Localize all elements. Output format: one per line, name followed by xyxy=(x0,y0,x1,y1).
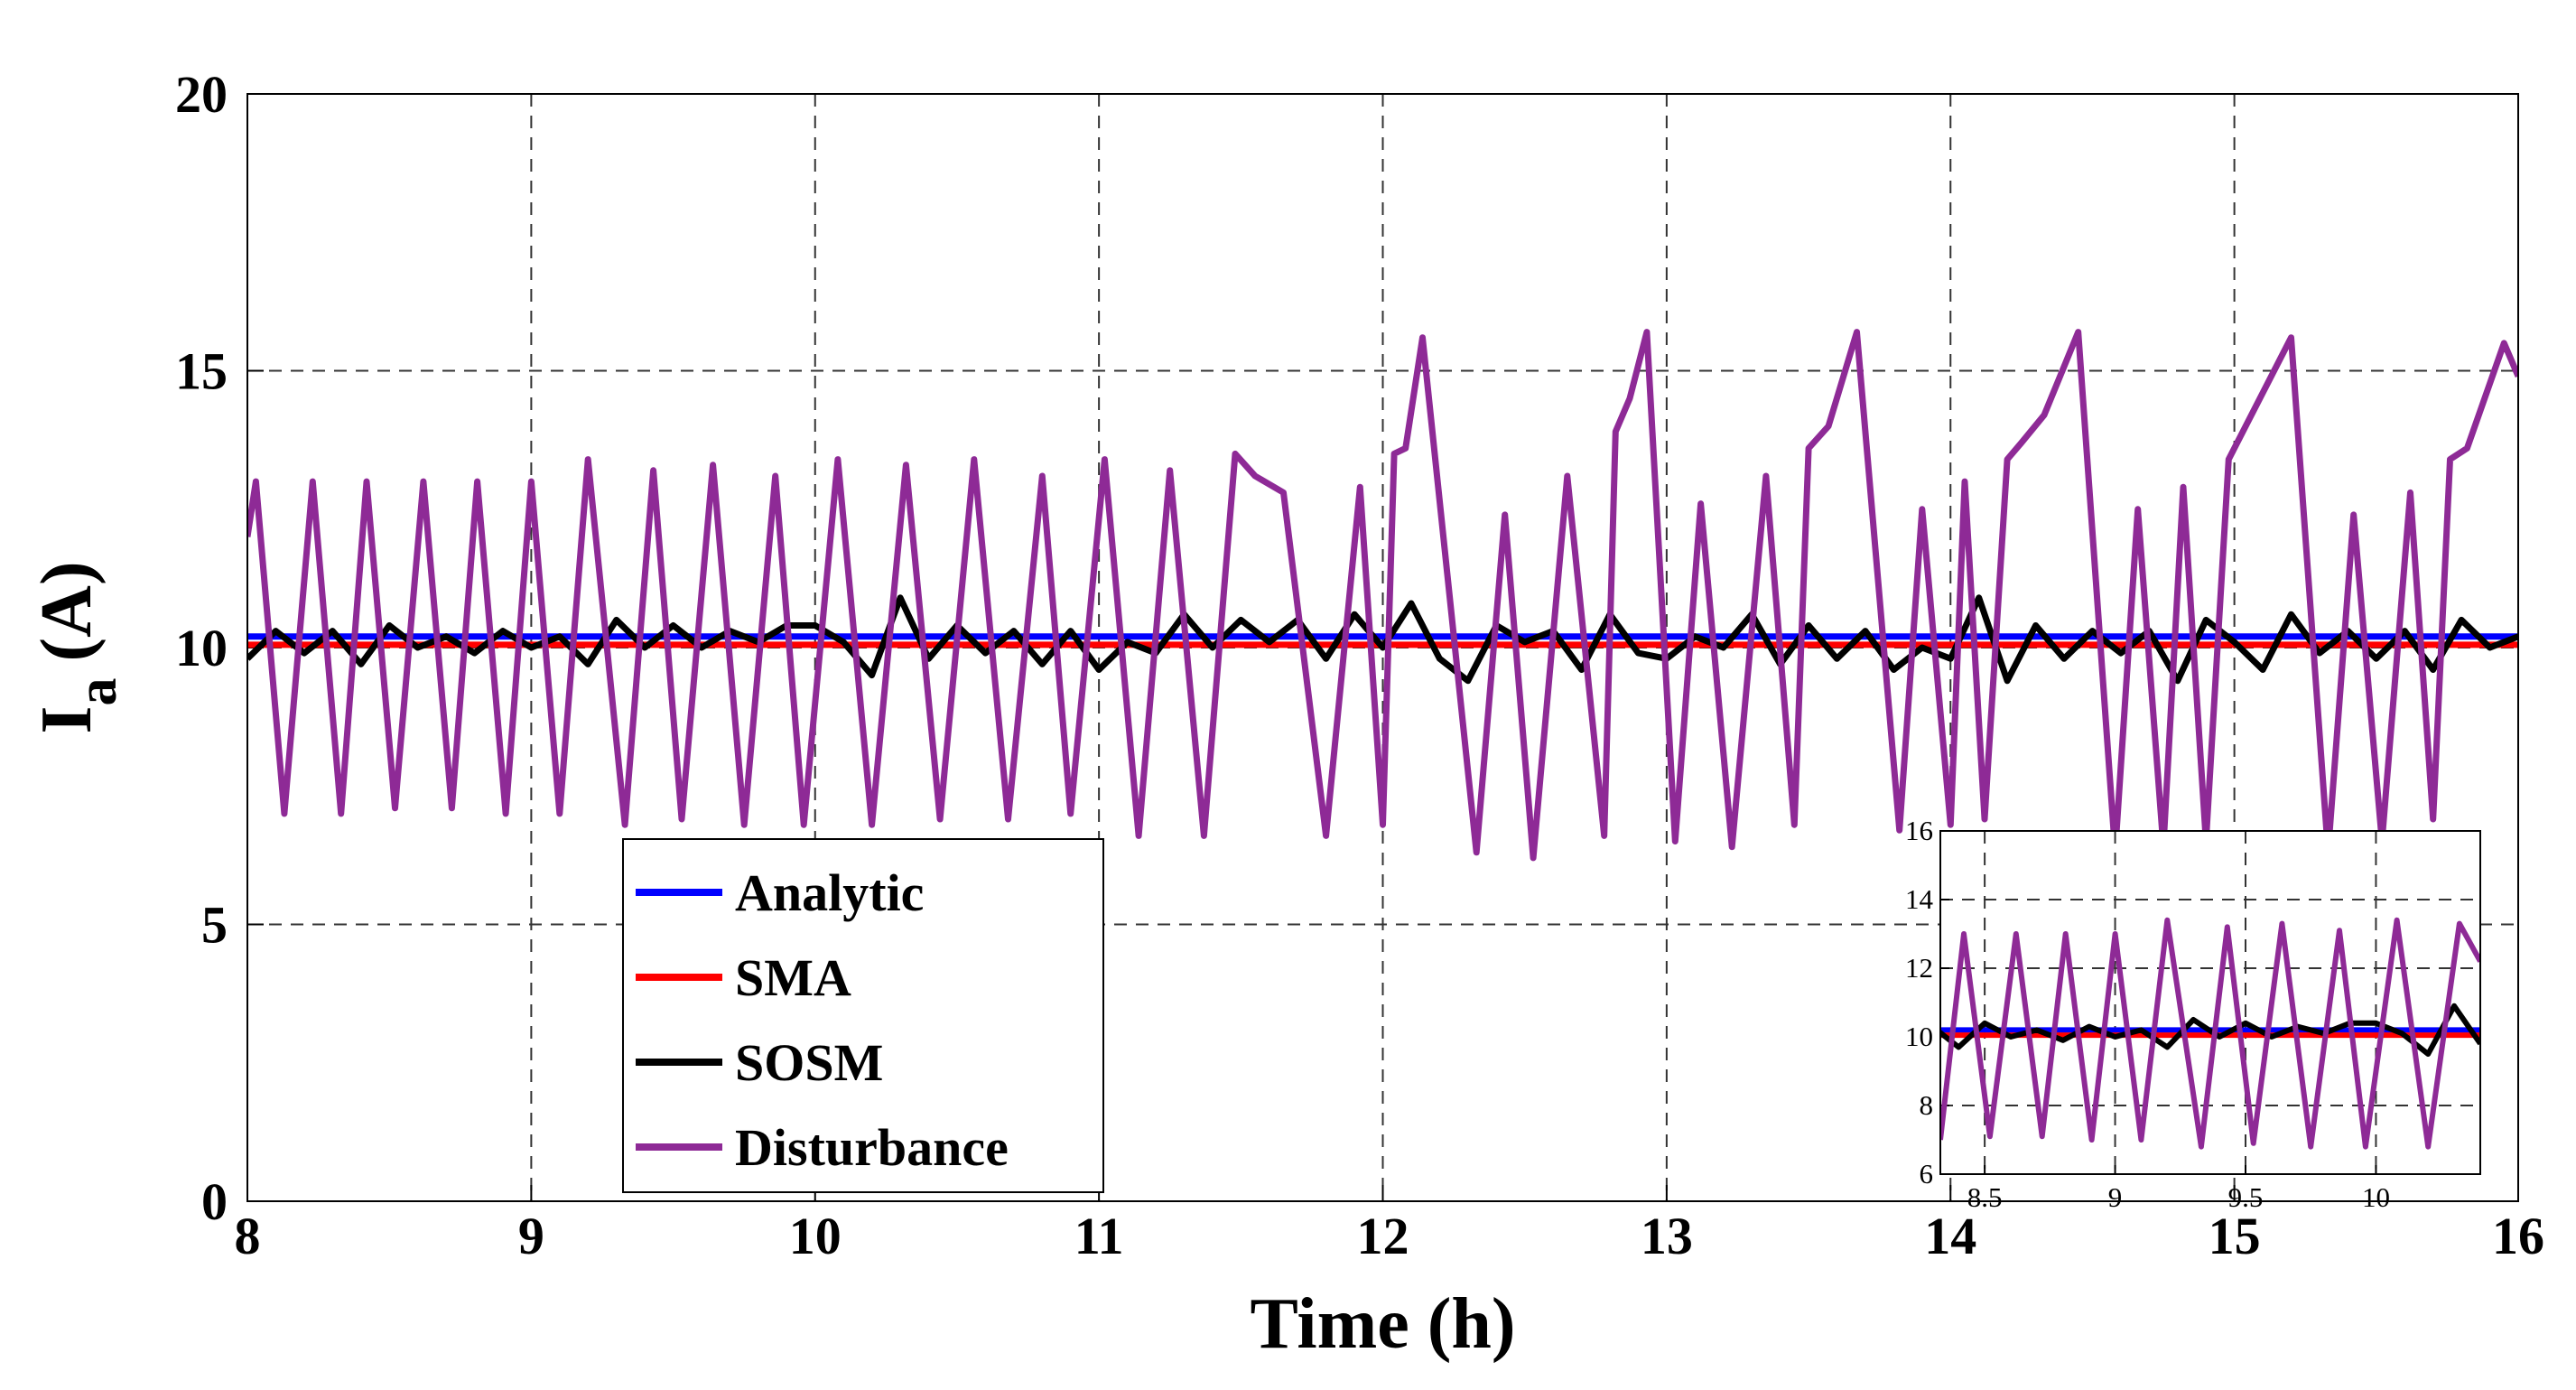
y-axis-label-part: a xyxy=(67,677,128,705)
x-tick-label: 12 xyxy=(1357,1207,1409,1265)
series-line xyxy=(1940,917,2480,1150)
legend-box xyxy=(622,838,1104,1193)
y-tick-label: 10 xyxy=(175,619,228,677)
y-tick-label: 20 xyxy=(175,65,228,124)
series-line xyxy=(247,594,2518,685)
y-tick-label: 5 xyxy=(201,896,228,955)
x-axis-label: Time (h) xyxy=(1250,1284,1515,1364)
y-tick-label: 14 xyxy=(1905,883,1934,915)
x-tick-label: 15 xyxy=(2209,1207,2261,1265)
y-tick-label: 16 xyxy=(1905,815,1933,846)
x-tick-label: 14 xyxy=(1924,1207,1976,1265)
x-tick-label: 10 xyxy=(2362,1181,2390,1213)
y-tick-label: 0 xyxy=(201,1172,228,1231)
y-tick-label: 10 xyxy=(1905,1021,1933,1052)
x-tick-label: 16 xyxy=(2492,1207,2544,1265)
x-tick-label: 8 xyxy=(235,1207,261,1265)
x-tick-label: 9 xyxy=(518,1207,544,1265)
y-tick-label: 12 xyxy=(1905,952,1933,984)
x-tick-label: 9.5 xyxy=(2228,1181,2264,1213)
x-tick-label: 8.5 xyxy=(1967,1181,2003,1213)
legend-label: SMA xyxy=(735,948,851,1007)
y-tick-label: 6 xyxy=(1920,1158,1934,1189)
x-tick-label: 11 xyxy=(1074,1207,1124,1265)
y-axis-label-part: (A) xyxy=(27,561,107,661)
y-axis-label: Ia (A) xyxy=(27,561,128,733)
series-line xyxy=(247,329,2518,862)
x-tick-label: 9 xyxy=(2108,1181,2123,1213)
y-axis-label-part: I xyxy=(27,705,107,733)
plot-frame xyxy=(1939,830,2481,1175)
legend-label: SOSM xyxy=(735,1033,883,1092)
legend-label: Disturbance xyxy=(735,1118,1009,1177)
x-tick-label: 13 xyxy=(1641,1207,1693,1265)
legend-label: Analytic xyxy=(735,863,924,922)
y-tick-label: 8 xyxy=(1920,1089,1934,1121)
inset-background xyxy=(1940,831,2480,1174)
x-tick-label: 10 xyxy=(789,1207,842,1265)
plot-frame xyxy=(246,93,2519,1202)
y-tick-label: 15 xyxy=(175,342,228,401)
plot-lines xyxy=(247,329,2518,862)
plot-lines xyxy=(1940,917,2480,1150)
series-line xyxy=(1940,1003,2480,1057)
